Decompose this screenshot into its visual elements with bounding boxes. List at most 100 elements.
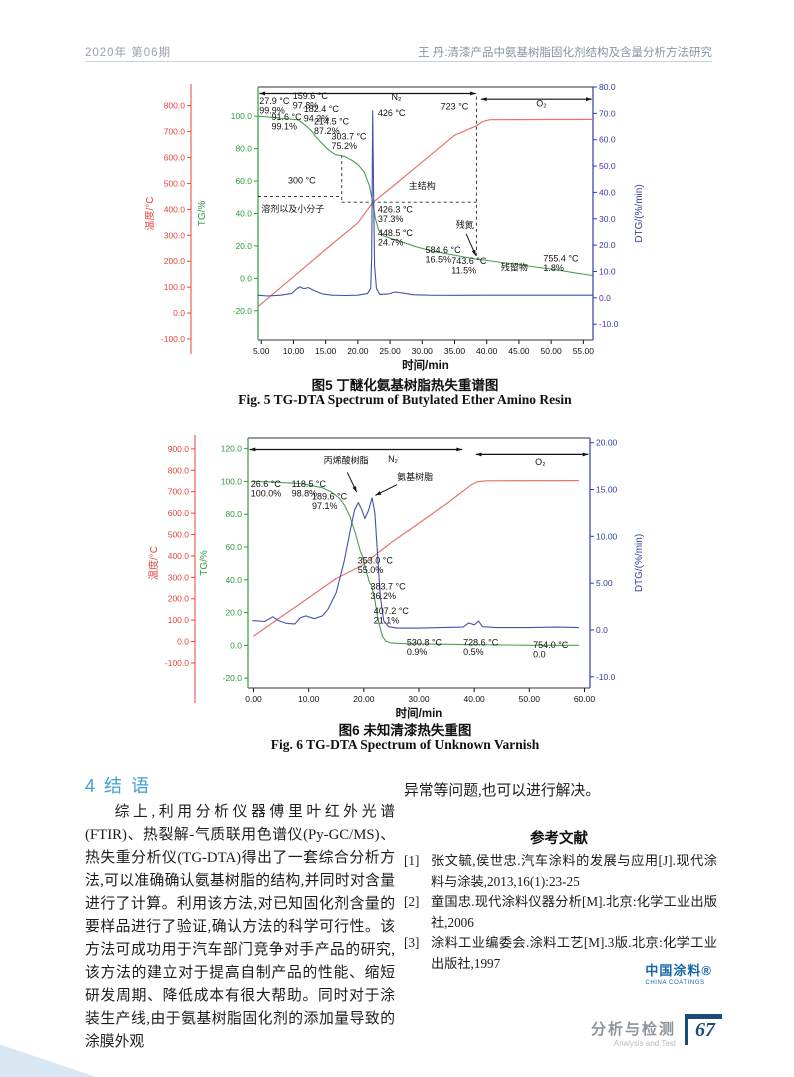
svg-text:60.0: 60.0 bbox=[225, 542, 242, 552]
svg-text:25.00: 25.00 bbox=[379, 346, 401, 356]
svg-text:21.1%: 21.1% bbox=[374, 616, 400, 626]
svg-text:500.0: 500.0 bbox=[164, 178, 186, 188]
svg-text:-20.0: -20.0 bbox=[233, 306, 253, 316]
svg-text:温度/°C: 温度/°C bbox=[147, 546, 160, 580]
svg-text:27.9 °C: 27.9 °C bbox=[259, 96, 290, 106]
svg-text:10.0: 10.0 bbox=[599, 266, 616, 276]
svg-text:100.0: 100.0 bbox=[231, 111, 253, 121]
svg-text:0.00: 0.00 bbox=[245, 694, 262, 704]
svg-text:800.0: 800.0 bbox=[168, 465, 190, 475]
svg-text:15.00: 15.00 bbox=[315, 346, 337, 356]
svg-text:-20.0: -20.0 bbox=[223, 673, 243, 683]
svg-text:15.00: 15.00 bbox=[596, 484, 618, 494]
svg-text:24.7%: 24.7% bbox=[378, 238, 404, 248]
logo-text-en: CHINA COATINGS bbox=[645, 980, 705, 986]
svg-text:100.0%: 100.0% bbox=[251, 489, 282, 499]
fig6-caption-cn: 图6 未知清漆热失重图 bbox=[338, 723, 472, 738]
svg-text:20.0: 20.0 bbox=[225, 608, 242, 618]
references-heading: 参考文献 bbox=[530, 831, 588, 847]
svg-text:残留物: 残留物 bbox=[501, 261, 528, 272]
conclusion-paragraph-col2: 异常等问题,也可以进行解决。 bbox=[404, 783, 601, 799]
svg-text:时间/min: 时间/min bbox=[396, 706, 443, 720]
reference-number: [2] bbox=[404, 894, 420, 909]
reference-item: [1] 张文毓,侯世忠.汽车涂料的发展与应用[J].现代涂料与涂装,2013,1… bbox=[404, 851, 717, 892]
svg-text:99.1%: 99.1% bbox=[272, 122, 298, 132]
svg-text:O₂: O₂ bbox=[535, 457, 546, 467]
svg-text:40.0: 40.0 bbox=[235, 209, 252, 219]
svg-text:100.0: 100.0 bbox=[164, 282, 186, 292]
svg-text:主结构: 主结构 bbox=[409, 180, 436, 191]
svg-text:75.2%: 75.2% bbox=[331, 141, 357, 151]
svg-text:50.00: 50.00 bbox=[540, 346, 562, 356]
svg-text:426.3 °C: 426.3 °C bbox=[378, 205, 414, 215]
svg-text:40.0: 40.0 bbox=[225, 575, 242, 585]
svg-text:700.0: 700.0 bbox=[168, 487, 190, 497]
svg-text:303.7 °C: 303.7 °C bbox=[331, 132, 367, 142]
footer-section-en: Analysis and Test bbox=[613, 1039, 676, 1048]
svg-text:DTG/(%/min): DTG/(%/min) bbox=[634, 534, 645, 592]
svg-text:300 °C: 300 °C bbox=[288, 175, 316, 185]
svg-text:97.8%: 97.8% bbox=[293, 101, 319, 111]
svg-text:DTG/(%/min): DTG/(%/min) bbox=[634, 184, 645, 242]
journal-issue: 2020年 第06期 bbox=[85, 47, 172, 59]
china-coatings-logo: 中国涂料® CHINA COATINGS bbox=[645, 960, 712, 986]
svg-text:10.00: 10.00 bbox=[298, 694, 320, 704]
svg-text:584.6 °C: 584.6 °C bbox=[426, 245, 462, 255]
header-divider bbox=[85, 61, 712, 62]
svg-text:时间/min: 时间/min bbox=[402, 358, 449, 372]
svg-text:448.5 °C: 448.5 °C bbox=[378, 228, 414, 238]
svg-text:97.1%: 97.1% bbox=[312, 501, 338, 511]
svg-text:80.0: 80.0 bbox=[235, 144, 252, 154]
svg-text:16.5%: 16.5% bbox=[426, 255, 452, 265]
svg-text:10.00: 10.00 bbox=[596, 531, 618, 541]
svg-text:40.00: 40.00 bbox=[464, 694, 486, 704]
svg-text:55.0%: 55.0% bbox=[358, 565, 384, 575]
svg-text:0.0: 0.0 bbox=[533, 649, 546, 659]
reference-item: [3] 涂料工业编委会.涂料工艺[M].3版.北京:化学工业出版社,1997 bbox=[404, 933, 717, 974]
svg-text:O₂: O₂ bbox=[536, 98, 547, 108]
svg-text:30.00: 30.00 bbox=[408, 694, 430, 704]
svg-text:743.6 °C: 743.6 °C bbox=[451, 256, 487, 266]
running-title: 王 丹:清漆产品中氨基树脂固化剂结构及含量分析方法研究 bbox=[418, 47, 712, 59]
svg-text:丙烯酸树脂: 丙烯酸树脂 bbox=[324, 454, 369, 465]
svg-text:755.4 °C: 755.4 °C bbox=[543, 253, 579, 263]
svg-text:-100.0: -100.0 bbox=[161, 334, 185, 344]
svg-text:1.8%: 1.8% bbox=[543, 263, 564, 273]
logo-text-cn: 中国涂料® bbox=[645, 963, 712, 978]
svg-text:99.9%: 99.9% bbox=[259, 106, 285, 116]
fig5-caption-en: Fig. 5 TG-DTA Spectrum of Butylated Ethe… bbox=[238, 392, 572, 407]
svg-text:353.0 °C: 353.0 °C bbox=[358, 555, 394, 565]
conclusion-paragraph-col1: 综上,利用分析仪器傅里叶红外光谱(FTIR)、热裂解-气质联用色谱仪(Py-GC… bbox=[85, 804, 395, 1050]
svg-text:20.00: 20.00 bbox=[596, 438, 618, 448]
svg-text:300.0: 300.0 bbox=[168, 572, 190, 582]
svg-text:0.9%: 0.9% bbox=[407, 647, 428, 657]
svg-text:118.5 °C: 118.5 °C bbox=[292, 479, 327, 489]
svg-text:200.0: 200.0 bbox=[164, 256, 186, 266]
svg-text:100.0: 100.0 bbox=[221, 476, 243, 486]
fig5-tg-dta-chart: 800.0 700.0 600.0 500.0 400.0 300.0 200.0 100.0… bbox=[145, 82, 645, 372]
svg-text:20.0: 20.0 bbox=[235, 241, 252, 251]
svg-text:120.0: 120.0 bbox=[221, 444, 243, 454]
svg-text:5.00: 5.00 bbox=[596, 578, 613, 588]
svg-text:残氮: 残氮 bbox=[456, 219, 474, 230]
svg-text:-10.0: -10.0 bbox=[596, 672, 616, 682]
svg-text:98.8%: 98.8% bbox=[292, 489, 318, 499]
reference-number: [3] bbox=[404, 935, 420, 950]
svg-text:N₂: N₂ bbox=[392, 92, 402, 102]
svg-text:5.00: 5.00 bbox=[253, 346, 270, 356]
svg-text:20.00: 20.00 bbox=[347, 346, 369, 356]
svg-text:0.0: 0.0 bbox=[240, 273, 252, 283]
svg-text:50.00: 50.00 bbox=[519, 694, 541, 704]
svg-text:20.0: 20.0 bbox=[599, 240, 616, 250]
svg-text:55.00: 55.00 bbox=[573, 346, 595, 356]
section-heading-conclusion: 4 结 语 bbox=[85, 776, 152, 796]
svg-text:300.0: 300.0 bbox=[164, 230, 186, 240]
svg-text:溶剂以及小分子: 溶剂以及小分子 bbox=[261, 203, 324, 214]
svg-text:383.7 °C: 383.7 °C bbox=[370, 582, 406, 592]
svg-text:80.0: 80.0 bbox=[599, 82, 616, 92]
svg-text:60.00: 60.00 bbox=[574, 694, 596, 704]
svg-text:182.4 °C: 182.4 °C bbox=[304, 104, 340, 114]
reference-number: [1] bbox=[404, 853, 420, 868]
reference-item: [2] 童国忠.现代涂料仪器分析[M].北京:化学工业出版社,2006 bbox=[404, 892, 717, 933]
